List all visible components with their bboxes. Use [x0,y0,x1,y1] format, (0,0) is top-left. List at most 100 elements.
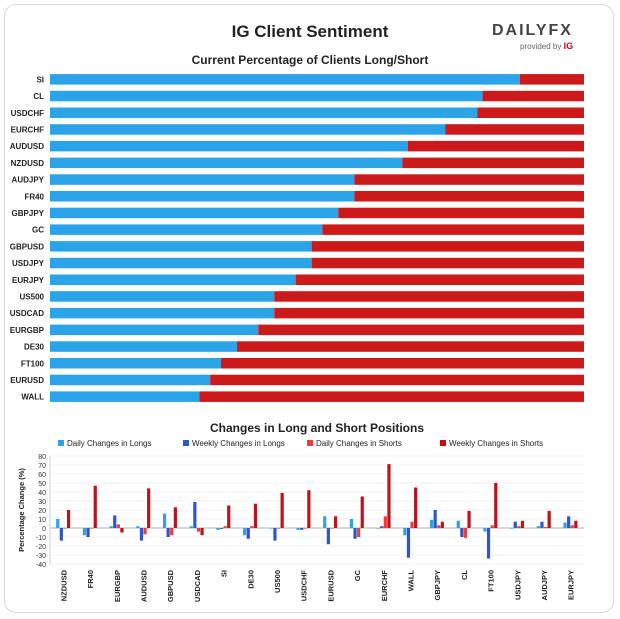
change-bar-eurjpy-1 [563,522,567,528]
long-bar-audusd [50,140,408,152]
legend-label-2: Weekly Changes in Longs [192,439,285,448]
category-label-nzdusd: NZDUSD [11,159,45,168]
change-bar-audusd-4 [147,488,151,528]
change-bar-usdjpy-3 [517,526,521,528]
change-bar-gbpusd-1 [162,513,167,528]
short-bar-wall [199,391,584,402]
category-label-gbpjpy: GBPJPY [12,209,45,218]
change-bar-eurgbp-3 [116,524,120,528]
change-bar-usdcad-1 [189,526,193,528]
x-tick-si: SI [220,570,229,577]
change-bar-gc-4 [360,496,364,528]
short-bar-eurchf [445,124,584,135]
y-tick-10: 10 [38,517,46,524]
short-bar-de30 [236,341,584,352]
logo-text: DAILYFX [492,22,573,39]
change-bar-us500-4 [280,492,284,528]
y-tick--40: -40 [36,562,46,569]
logo-provided-by: provided by [520,42,562,51]
change-bar-audjpy-2 [540,521,544,528]
long-bar-gbpusd [50,241,312,252]
x-tick-gc: GC [353,569,362,581]
category-label-wall: WALL [21,393,44,402]
change-bar-de30-2 [246,528,250,539]
category-label-cl: CL [33,92,44,101]
legend-swatch-3 [307,440,313,446]
short-bar-ft100 [220,358,584,369]
change-bar-usdchf-4 [307,490,311,528]
category-label-usdchf: USDCHF [11,109,44,118]
change-bar-us500-3 [276,528,281,529]
change-bar-ft100-1 [483,528,487,532]
y-tick-40: 40 [38,490,46,497]
change-bar-eurusd-1 [323,516,327,528]
y-tick-60: 60 [38,472,46,479]
x-tick-de30: DE30 [246,570,255,589]
long-bar-si [50,74,520,85]
change-bar-usdcad-3 [196,528,201,532]
change-bar-ft100-3 [490,525,494,528]
change-bar-si-4 [227,505,231,528]
change-bar-gc-1 [349,519,354,528]
change-bar-ft100-2 [486,528,491,559]
change-bar-nzdusd-4 [66,510,71,528]
x-tick-nzdusd: NZDUSD [59,569,68,601]
x-tick-eurchf: EURCHF [380,570,389,602]
category-label-audjpy: AUDJPY [12,176,45,185]
change-bar-gbpjpy-1 [429,519,434,528]
category-label-gbpusd: GBPUSD [10,242,44,251]
change-bar-audjpy-4 [547,510,551,528]
change-bar-cl-3 [463,528,468,538]
change-bar-gbpusd-4 [173,507,177,528]
long-bar-nzdusd [50,157,403,169]
change-bar-eurjpy-3 [570,525,574,528]
short-bar-usdjpy [311,257,584,269]
long-bar-eurusd [50,374,211,386]
change-bar-ft100-4 [494,483,498,528]
category-label-eurgbp: EURGBP [10,326,45,335]
y-tick-80: 80 [38,454,46,461]
change-bar-fr40-3 [90,528,94,529]
change-bar-usdjpy-2 [513,521,517,528]
change-bar-eurgbp-1 [109,526,113,528]
x-tick-eurgbp: EURGBP [113,570,122,602]
change-bar-usdchf-3 [303,528,307,529]
short-bar-audusd [407,140,584,152]
change-bar-gc-3 [357,528,361,537]
y-tick-50: 50 [38,481,46,488]
change-bar-eurgbp-4 [120,528,124,533]
change-bar-gbpusd-3 [170,528,174,536]
change-bar-gbpjpy-2 [433,510,437,528]
category-label-fr40: FR40 [24,192,44,201]
change-bar-de30-3 [250,526,254,528]
legend-label-3: Daily Changes in Shorts [316,439,402,448]
long-bar-cl [50,90,483,102]
change-bar-fr40-1 [82,528,87,536]
short-bar-gbpusd [311,241,584,252]
change-bar-cl-4 [467,510,471,528]
category-label-audusd: AUDUSD [10,142,44,151]
long-bar-eurjpy [50,274,296,285]
change-bar-gbpusd-2 [166,528,170,537]
category-label-usdcad: USDCAD [10,309,44,318]
y-tick-30: 30 [38,499,46,506]
x-tick-gbpjpy: GBPJPY [433,570,442,600]
logo-subtext: provided by IG [520,41,573,51]
change-bar-wall-4 [414,487,418,528]
change-bar-nzdusd-2 [59,528,63,541]
change-bar-eurchf-2 [380,526,384,528]
y-tick-20: 20 [38,508,46,515]
change-bar-eurusd-2 [326,528,330,545]
change-bar-audusd-3 [143,528,147,535]
change-bar-fr40-4 [93,485,97,528]
x-tick-us500: US500 [273,570,282,593]
change-bar-eurchf-3 [383,516,387,528]
change-bar-wall-1 [403,528,407,536]
change-bar-wall-3 [410,521,414,528]
x-tick-usdcad: USDCAD [193,569,202,602]
change-bar-audusd-1 [136,526,140,528]
change-bar-de30-4 [253,503,258,528]
category-label-us500: US500 [20,292,45,301]
change-bar-us500-1 [269,528,273,529]
